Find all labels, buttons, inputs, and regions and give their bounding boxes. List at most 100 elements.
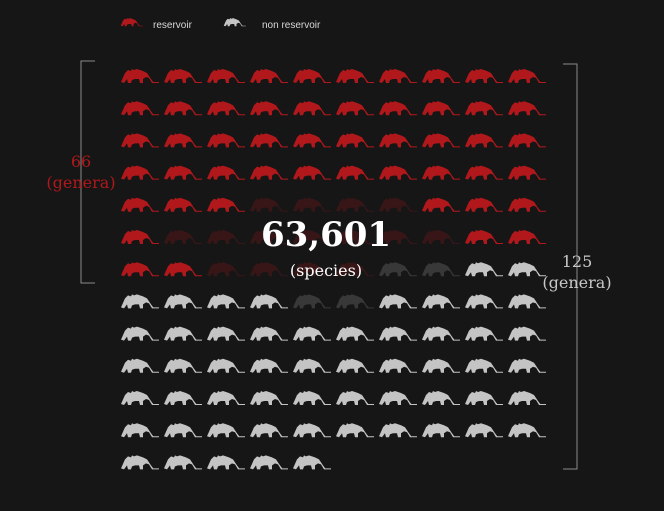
non-reservoir-genus-icon <box>422 262 460 277</box>
non-reservoir-genus-icon <box>336 391 374 405</box>
non-reservoir-genus-icon <box>465 326 503 341</box>
reservoir-genus-icon <box>379 197 417 212</box>
non-reservoir-genus-icon <box>121 326 159 341</box>
reservoir-genus-icon <box>465 133 503 148</box>
reservoir-genus-icon <box>121 101 159 116</box>
reservoir-genus-icon <box>164 133 202 148</box>
reservoir-genus-icon <box>121 69 159 83</box>
non-reservoir-genus-icon <box>293 455 331 470</box>
non-reservoir-genus-icon <box>207 294 245 309</box>
non-reservoir-genus-icon <box>508 294 546 309</box>
non-reservoir-genus-icon <box>336 358 374 373</box>
non-reservoir-genus-icon <box>336 294 374 309</box>
non-reservoir-genus-icon <box>207 358 245 373</box>
non-reservoir-genus-icon <box>336 326 374 341</box>
non-reservoir-genus-icon <box>508 262 546 277</box>
reservoir-genus-icon <box>508 230 546 244</box>
reservoir-genus-icon <box>336 165 374 180</box>
reservoir-genus-icon <box>508 197 546 212</box>
reservoir-genus-icon <box>465 101 503 116</box>
center-annotation: 63,601 (species) <box>261 215 391 280</box>
reservoir-genus-icon <box>164 165 202 180</box>
non-reservoir-genus-icon <box>207 455 245 470</box>
reservoir-genus-icon <box>293 197 331 212</box>
non-reservoir-genus-icon <box>250 423 288 438</box>
reservoir-swatch-icon <box>120 18 143 27</box>
reservoir-genus-icon <box>250 165 288 180</box>
non-reservoir-genus-icon <box>250 391 288 405</box>
non-reservoir-genus-icon <box>293 358 331 373</box>
reservoir-genus-icon <box>379 133 417 148</box>
non-reservoir-genus-icon <box>164 294 202 309</box>
reservoir-count-unit: (genera) <box>46 173 115 192</box>
reservoir-genus-icon <box>422 197 460 212</box>
reservoir-genus-icon <box>422 101 460 116</box>
total-count-unit: (genera) <box>542 273 611 292</box>
non-reservoir-genus-icon <box>293 326 331 341</box>
non-reservoir-genus-icon <box>336 423 374 438</box>
reservoir-genus-icon <box>508 165 546 180</box>
legend: reservoir non reservoir <box>120 18 321 31</box>
species-unit: (species) <box>290 261 362 280</box>
non-reservoir-genus-icon <box>121 423 159 438</box>
reservoir-genus-icon <box>121 133 159 148</box>
reservoir-genus-icon <box>164 197 202 212</box>
reservoir-genus-icon <box>293 133 331 148</box>
non-reservoir-genus-icon <box>293 423 331 438</box>
non-reservoir-genus-icon <box>422 358 460 373</box>
non-reservoir-genus-icon <box>465 262 503 277</box>
reservoir-genus-icon <box>164 230 202 244</box>
non-reservoir-genus-icon <box>465 294 503 309</box>
reservoir-genus-icon <box>207 101 245 116</box>
non-reservoir-genus-icon <box>379 358 417 373</box>
non-reservoir-genus-icon <box>164 358 202 373</box>
reservoir-genus-icon <box>250 197 288 212</box>
non-reservoir-swatch-icon <box>223 18 246 27</box>
reservoir-genus-icon <box>336 133 374 148</box>
reservoir-genus-icon <box>422 165 460 180</box>
reservoir-genus-icon <box>336 197 374 212</box>
non-reservoir-genus-icon <box>422 391 460 405</box>
species-count: 63,601 <box>261 215 391 255</box>
reservoir-genus-icon <box>207 230 245 244</box>
reservoir-total-label: 66 (genera) <box>46 152 115 192</box>
reservoir-genus-icon <box>164 69 202 83</box>
reservoir-genus-icon <box>422 69 460 83</box>
reservoir-genus-icon <box>293 101 331 116</box>
non-reservoir-genus-icon <box>121 455 159 470</box>
non-reservoir-genus-icon <box>379 262 417 277</box>
right-bracket <box>563 63 578 470</box>
non-reservoir-genus-icon <box>379 294 417 309</box>
reservoir-genus-icon <box>293 69 331 83</box>
non-reservoir-genus-icon <box>293 391 331 405</box>
non-reservoir-genus-icon <box>250 358 288 373</box>
left-bracket <box>80 60 95 284</box>
non-reservoir-genus-icon <box>164 326 202 341</box>
reservoir-genus-icon <box>121 262 159 277</box>
non-reservoir-genus-icon <box>465 358 503 373</box>
reservoir-genus-icon <box>508 133 546 148</box>
non-reservoir-genus-icon <box>207 423 245 438</box>
reservoir-genus-icon <box>207 133 245 148</box>
non-reservoir-genus-icon <box>465 423 503 438</box>
reservoir-count: 66 <box>71 152 91 171</box>
non-reservoir-genus-icon <box>508 391 546 405</box>
non-reservoir-genus-icon <box>508 326 546 341</box>
non-reservoir-genus-icon <box>121 358 159 373</box>
legend-item-non-reservoir: non reservoir <box>223 18 321 31</box>
non-reservoir-genus-icon <box>508 423 546 438</box>
non-reservoir-genus-icon <box>379 326 417 341</box>
non-reservoir-genus-icon <box>379 423 417 438</box>
reservoir-genus-icon <box>250 101 288 116</box>
reservoir-genus-icon <box>293 165 331 180</box>
reservoir-genus-icon <box>207 165 245 180</box>
non-reservoir-genus-icon <box>250 294 288 309</box>
reservoir-genus-icon <box>379 69 417 83</box>
reservoir-genus-icon <box>508 101 546 116</box>
non-reservoir-genus-icon <box>422 423 460 438</box>
legend-label-reservoir: reservoir <box>153 20 193 31</box>
reservoir-genus-icon <box>250 133 288 148</box>
non-reservoir-genus-icon <box>465 391 503 405</box>
reservoir-genus-icon <box>336 69 374 83</box>
